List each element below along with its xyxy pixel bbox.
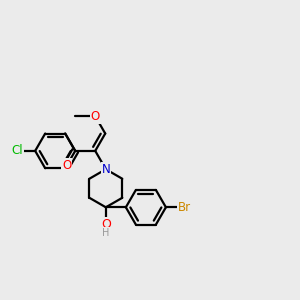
Text: O: O [91,110,100,123]
Text: O: O [101,218,111,232]
Text: Br: Br [178,201,191,214]
Text: O: O [62,159,71,172]
Text: N: N [101,163,110,176]
Text: H: H [102,228,110,238]
Text: Cl: Cl [11,144,23,158]
